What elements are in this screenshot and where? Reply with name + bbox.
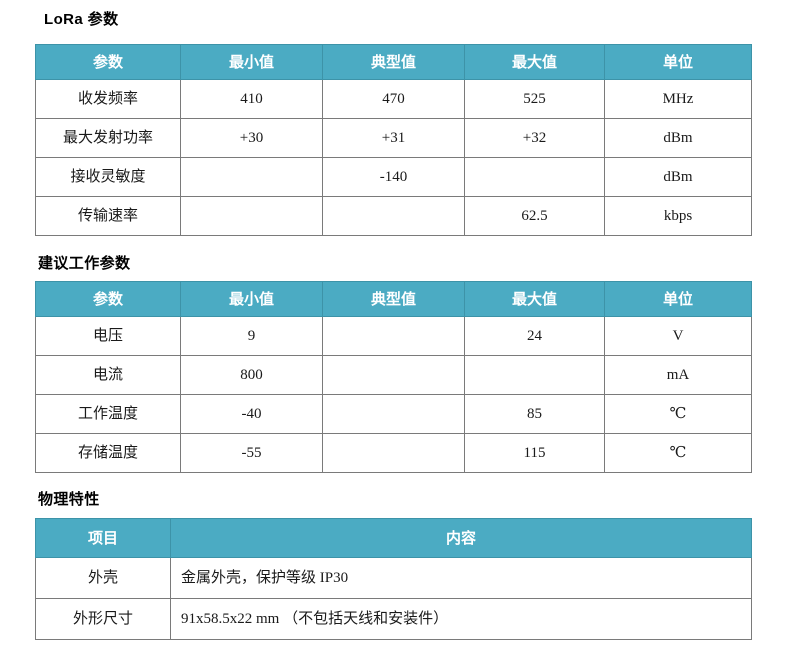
table-row: 传输速率 62.5 kbps <box>35 196 752 236</box>
table-row: 工作温度 -40 85 ℃ <box>35 394 752 434</box>
cell-min: +30 <box>180 118 323 158</box>
cell-unit: kbps <box>604 196 752 236</box>
column-header-min: 最小值 <box>180 281 323 317</box>
cell-max: 24 <box>464 316 605 356</box>
table-row: 接收灵敏度 -140 dBm <box>35 157 752 197</box>
cell-min: 9 <box>180 316 323 356</box>
column-header-unit: 单位 <box>604 44 752 80</box>
cell-min: 800 <box>180 355 323 395</box>
cell-min: -40 <box>180 394 323 434</box>
cell-max: 85 <box>464 394 605 434</box>
cell-max: +32 <box>464 118 605 158</box>
cell-unit: dBm <box>604 118 752 158</box>
cell-unit: ℃ <box>604 394 752 434</box>
table-row: 外壳 金属外壳，保护等级 IP30 <box>35 557 752 599</box>
table-header-row: 项目 内容 <box>35 518 752 558</box>
cell-typical <box>322 316 465 356</box>
column-header-typical: 典型值 <box>322 44 465 80</box>
cell-item: 外形尺寸 <box>35 598 171 640</box>
column-header-min: 最小值 <box>180 44 323 80</box>
physical-characteristics-table: 项目 内容 外壳 金属外壳，保护等级 IP30 外形尺寸 91x58.5x22 … <box>35 518 752 640</box>
cell-min: -55 <box>180 433 323 473</box>
cell-parameter: 电压 <box>35 316 181 356</box>
cell-typical: +31 <box>322 118 465 158</box>
cell-max <box>464 157 605 197</box>
cell-parameter: 收发频率 <box>35 79 181 119</box>
cell-min <box>180 157 323 197</box>
table-row: 最大发射功率 +30 +31 +32 dBm <box>35 118 752 158</box>
table-row: 电压 9 24 V <box>35 316 752 356</box>
cell-content: 金属外壳，保护等级 IP30 <box>170 557 752 599</box>
section-title-lora: LoRa 参数 <box>44 11 119 28</box>
cell-max: 525 <box>464 79 605 119</box>
column-header-max: 最大值 <box>464 44 605 80</box>
cell-unit: dBm <box>604 157 752 197</box>
cell-parameter: 电流 <box>35 355 181 395</box>
cell-typical: -140 <box>322 157 465 197</box>
table-row: 收发频率 410 470 525 MHz <box>35 79 752 119</box>
table-header-row: 参数 最小值 典型值 最大值 单位 <box>35 44 752 80</box>
cell-max: 115 <box>464 433 605 473</box>
column-header-unit: 单位 <box>604 281 752 317</box>
cell-parameter: 传输速率 <box>35 196 181 236</box>
cell-unit: MHz <box>604 79 752 119</box>
lora-parameters-table: 参数 最小值 典型值 最大值 单位 收发频率 410 470 525 MHz 最… <box>35 44 752 236</box>
cell-typical <box>322 394 465 434</box>
section-title-operating: 建议工作参数 <box>38 255 131 272</box>
cell-typical: 470 <box>322 79 465 119</box>
cell-unit: mA <box>604 355 752 395</box>
table-row: 外形尺寸 91x58.5x22 mm （不包括天线和安装件） <box>35 598 752 640</box>
cell-max <box>464 355 605 395</box>
cell-min: 410 <box>180 79 323 119</box>
cell-content: 91x58.5x22 mm （不包括天线和安装件） <box>170 598 752 640</box>
column-header-content: 内容 <box>170 518 752 558</box>
cell-parameter: 存储温度 <box>35 433 181 473</box>
cell-item: 外壳 <box>35 557 171 599</box>
table-header-row: 参数 最小值 典型值 最大值 单位 <box>35 281 752 317</box>
cell-min <box>180 196 323 236</box>
cell-unit: V <box>604 316 752 356</box>
column-header-typical: 典型值 <box>322 281 465 317</box>
cell-typical <box>322 433 465 473</box>
cell-typical <box>322 196 465 236</box>
cell-parameter: 工作温度 <box>35 394 181 434</box>
cell-parameter: 接收灵敏度 <box>35 157 181 197</box>
column-header-max: 最大值 <box>464 281 605 317</box>
operating-parameters-table: 参数 最小值 典型值 最大值 单位 电压 9 24 V 电流 800 mA <box>35 281 752 473</box>
section-title-physical: 物理特性 <box>38 491 100 508</box>
table-row: 存储温度 -55 115 ℃ <box>35 433 752 473</box>
column-header-parameter: 参数 <box>35 44 181 80</box>
table-row: 电流 800 mA <box>35 355 752 395</box>
cell-typical <box>322 355 465 395</box>
cell-unit: ℃ <box>604 433 752 473</box>
cell-parameter: 最大发射功率 <box>35 118 181 158</box>
cell-max: 62.5 <box>464 196 605 236</box>
column-header-parameter: 参数 <box>35 281 181 317</box>
column-header-item: 项目 <box>35 518 171 558</box>
